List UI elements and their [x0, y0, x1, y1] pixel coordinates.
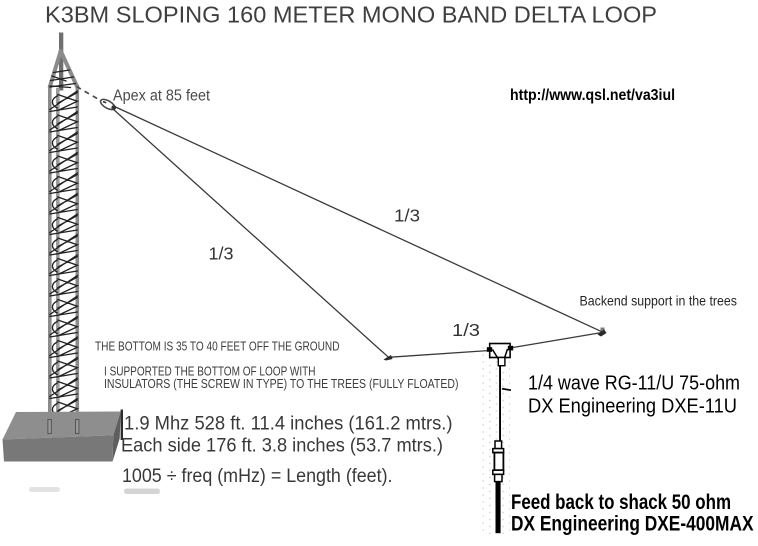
svg-text:DX Engineering DXE-11U: DX Engineering DXE-11U — [528, 395, 737, 417]
svg-text:Feed back to shack 50 ohm: Feed back to shack 50 ohm — [511, 491, 731, 514]
svg-text:Each side 176 ft. 3.8 inches: Each side 176 ft. 3.8 inches (53.7 mtrs.… — [121, 436, 443, 457]
svg-text:DX Engineering DXE-400MAX: DX Engineering DXE-400MAX — [511, 513, 754, 536]
svg-text:1/3: 1/3 — [394, 206, 420, 226]
svg-text:1005 ÷ freq (mHz) = Length (fe: 1005 ÷ freq (mHz) = Length (feet). — [122, 466, 393, 487]
svg-text:1.9 Mhz 528 ft. 11.4 inches: 1.9 Mhz 528 ft. 11.4 inches (161.2 mtrs.… — [124, 414, 453, 435]
svg-text:1/3: 1/3 — [452, 320, 480, 340]
svg-text:1/3: 1/3 — [209, 244, 234, 264]
svg-text:THE BOTTOM IS 35 TO 40 FEET OF: THE BOTTOM IS 35 TO 40 FEET OFF THE GROU… — [95, 338, 340, 353]
svg-text:1/4 wave RG-11/U 75-ohm: 1/4 wave RG-11/U 75-ohm — [528, 373, 740, 395]
svg-text:K3BM SLOPING 160 METER MONO BA: K3BM SLOPING 160 METER MONO BAND DELTA L… — [45, 2, 657, 28]
svg-text:Backend support in the trees: Backend support in the trees — [580, 293, 738, 309]
svg-text:http://www.qsl.net/va3iul: http://www.qsl.net/va3iul — [510, 87, 675, 104]
svg-text:I SUPPORTED THE BOTTOM OF LOOP: I SUPPORTED THE BOTTOM OF LOOP WITH — [104, 363, 316, 378]
svg-text:Apex at 85 feet: Apex at 85 feet — [113, 87, 211, 104]
svg-text:INSULATORS (THE SCREW IN TYPE: INSULATORS (THE SCREW IN TYPE) TO THE TR… — [104, 376, 459, 391]
